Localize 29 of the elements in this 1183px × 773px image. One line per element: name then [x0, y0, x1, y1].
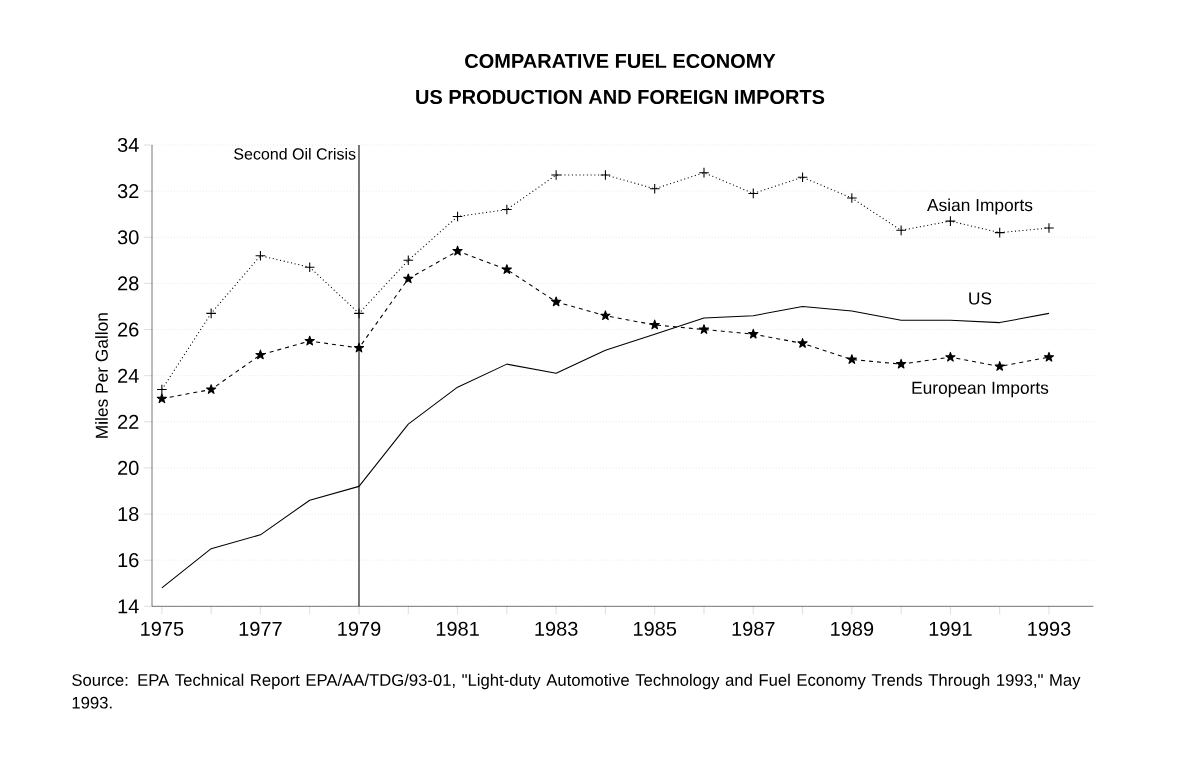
y-tick-label: 14 — [118, 599, 139, 614]
y-tick-label: 34 — [117, 137, 139, 153]
x-tick-label: 1983 — [535, 621, 578, 636]
chart-title: COMPARATIVE FUEL ECONOMY — [465, 53, 776, 69]
chart-subtitle: US PRODUCTION AND FOREIGN IMPORTS — [416, 89, 825, 105]
x-tick-label: 1991 — [929, 621, 972, 636]
x-tick-label: 1979 — [338, 621, 381, 636]
y-tick-label: 32 — [117, 184, 139, 199]
series-label: European Imports — [912, 381, 1049, 398]
series-label: US — [969, 292, 992, 305]
x-tick-label: 1985 — [633, 621, 677, 636]
x-tick-label: 1989 — [831, 621, 874, 636]
y-tick-label: 28 — [118, 276, 139, 291]
y-tick-label: 26 — [118, 322, 139, 337]
y-tick-label: 20 — [118, 460, 139, 475]
x-tick-label: 1975 — [141, 621, 184, 636]
y-axis-title: Miles Per Gallon — [95, 313, 108, 438]
y-tick-label: 22 — [118, 414, 139, 429]
x-tick-label: 1993 — [1028, 621, 1071, 636]
y-tick-label: 24 — [118, 368, 139, 383]
y-tick-label: 30 — [117, 230, 139, 245]
source-note: Source: EPA Technical Report EPA/AA/TDG/93-01, "Light-duty Automotive Technology and Fuel Economy Trends Through 1993," May 1993. — [72, 673, 1081, 709]
series-label: Asian Imports — [927, 198, 1033, 215]
y-tick-label: 16 — [118, 553, 139, 568]
ref-line-label: Second Oil Crisis — [234, 147, 356, 160]
x-tick-label: 1987 — [732, 621, 775, 636]
x-tick-label: 1981 — [436, 621, 479, 636]
x-tick-label: 1977 — [239, 621, 282, 636]
y-tick-label: 18 — [118, 506, 139, 522]
